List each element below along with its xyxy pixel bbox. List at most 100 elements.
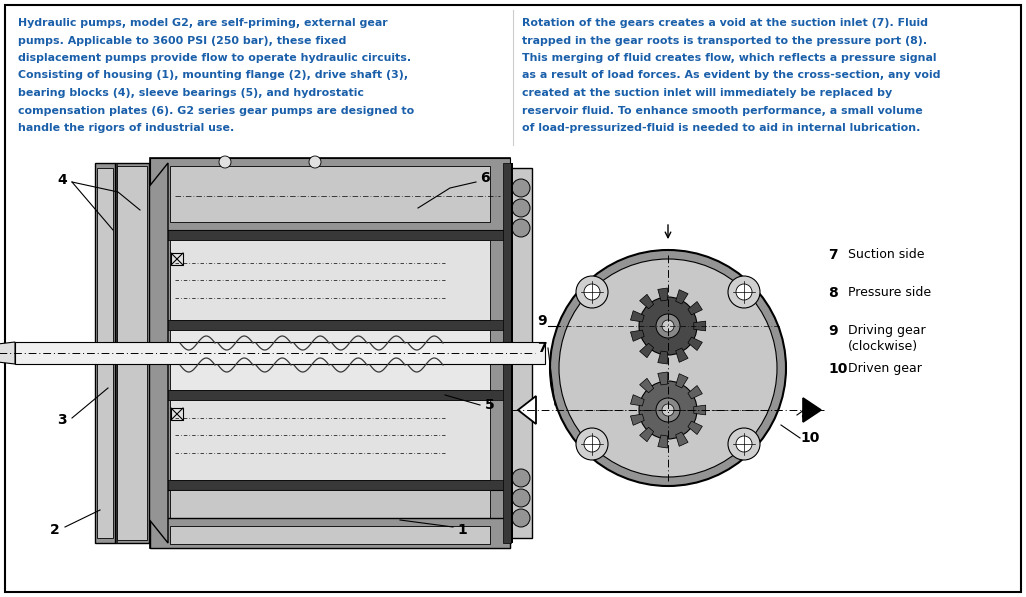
Circle shape [639, 297, 697, 355]
Polygon shape [803, 398, 821, 422]
Text: bearing blocks (4), sleeve bearings (5), and hydrostatic: bearing blocks (4), sleeve bearings (5),… [18, 88, 364, 98]
Polygon shape [630, 395, 644, 406]
Bar [115, 163, 149, 543]
Bar [171, 408, 183, 420]
Polygon shape [639, 343, 654, 358]
Text: displacement pumps provide flow to operate hydraulic circuits.: displacement pumps provide flow to opera… [18, 53, 411, 63]
Text: 1: 1 [458, 523, 467, 537]
Text: reservoir fluid. To enhance smooth performance, a small volume: reservoir fluid. To enhance smooth perfo… [522, 106, 922, 115]
Polygon shape [630, 310, 644, 322]
Text: 10: 10 [828, 362, 847, 376]
Text: 5: 5 [485, 398, 495, 412]
Text: 7: 7 [537, 341, 547, 355]
Polygon shape [658, 351, 668, 364]
Bar [113, 163, 117, 543]
Text: 9: 9 [828, 324, 837, 338]
Text: of load-pressurized-fluid is needed to aid in internal lubrication.: of load-pressurized-fluid is needed to a… [522, 123, 920, 133]
Polygon shape [639, 378, 654, 393]
Circle shape [576, 428, 608, 460]
Circle shape [512, 179, 530, 197]
Circle shape [736, 436, 752, 452]
Text: Pressure side: Pressure side [849, 286, 932, 299]
Bar [170, 490, 490, 540]
Text: trapped in the gear roots is transported to the pressure port (8).: trapped in the gear roots is transported… [522, 35, 928, 45]
Circle shape [656, 314, 680, 338]
Bar [170, 400, 490, 480]
Text: 2: 2 [50, 523, 60, 537]
Bar [150, 158, 510, 548]
Bar [510, 168, 532, 538]
Circle shape [512, 489, 530, 507]
Bar [171, 253, 183, 265]
Polygon shape [687, 301, 703, 315]
Text: Rotation of the gears creates a void at the suction inlet (7). Fluid: Rotation of the gears creates a void at … [522, 18, 928, 28]
Circle shape [512, 199, 530, 217]
Text: 8: 8 [828, 286, 838, 300]
Bar [150, 390, 510, 400]
Text: 6: 6 [480, 171, 489, 185]
Polygon shape [687, 337, 703, 350]
Bar [97, 168, 113, 538]
Text: This merging of fluid creates flow, which reflects a pressure signal: This merging of fluid creates flow, whic… [522, 53, 937, 63]
Polygon shape [658, 372, 668, 385]
Polygon shape [518, 396, 536, 424]
Polygon shape [694, 405, 706, 415]
Polygon shape [687, 386, 703, 399]
Text: 4: 4 [57, 173, 67, 187]
Circle shape [512, 219, 530, 237]
Circle shape [584, 284, 600, 300]
Circle shape [584, 436, 600, 452]
Text: Hydraulic pumps, model G2, are self-priming, external gear: Hydraulic pumps, model G2, are self-prim… [18, 18, 388, 28]
Circle shape [309, 156, 321, 168]
Bar [150, 518, 510, 548]
Circle shape [512, 469, 530, 487]
Bar [170, 240, 490, 320]
Polygon shape [639, 294, 654, 309]
Polygon shape [658, 288, 668, 301]
Text: as a result of load forces. As evident by the cross-section, any void: as a result of load forces. As evident b… [522, 70, 941, 81]
Polygon shape [148, 163, 168, 543]
Polygon shape [639, 427, 654, 442]
Polygon shape [676, 374, 688, 388]
Text: compensation plates (6). G2 series gear pumps are designed to: compensation plates (6). G2 series gear … [18, 106, 415, 115]
Bar [511, 163, 513, 543]
Bar [95, 163, 115, 543]
Polygon shape [687, 421, 703, 435]
Text: 3: 3 [57, 413, 67, 427]
Text: created at the suction inlet will immediately be replaced by: created at the suction inlet will immedi… [522, 88, 893, 98]
Circle shape [662, 404, 674, 416]
Circle shape [639, 381, 697, 439]
Text: pumps. Applicable to 3600 PSI (250 bar), these fixed: pumps. Applicable to 3600 PSI (250 bar),… [18, 35, 347, 45]
Circle shape [736, 284, 752, 300]
Polygon shape [676, 290, 688, 304]
Circle shape [656, 398, 680, 422]
Circle shape [662, 320, 674, 332]
Circle shape [559, 259, 777, 477]
Polygon shape [630, 414, 644, 425]
Circle shape [550, 250, 786, 486]
Circle shape [728, 276, 760, 308]
Text: 7: 7 [828, 248, 837, 262]
Polygon shape [676, 348, 688, 362]
Circle shape [576, 276, 608, 308]
Circle shape [219, 156, 231, 168]
Polygon shape [658, 435, 668, 448]
Text: 9: 9 [537, 314, 547, 328]
Circle shape [512, 509, 530, 527]
Bar [150, 158, 510, 230]
Bar [15, 342, 545, 364]
Bar [503, 163, 511, 543]
Bar [170, 330, 490, 390]
Polygon shape [630, 330, 644, 341]
Text: 10: 10 [800, 431, 820, 445]
Text: Consisting of housing (1), mounting flange (2), drive shaft (3),: Consisting of housing (1), mounting flan… [18, 70, 408, 81]
Circle shape [728, 428, 760, 460]
Text: 8: 8 [800, 408, 810, 422]
Polygon shape [694, 321, 706, 331]
Bar [150, 490, 510, 548]
Bar [150, 230, 510, 240]
Text: handle the rigors of industrial use.: handle the rigors of industrial use. [18, 123, 234, 133]
Bar [150, 320, 510, 330]
Bar [117, 166, 147, 540]
Polygon shape [0, 342, 15, 364]
